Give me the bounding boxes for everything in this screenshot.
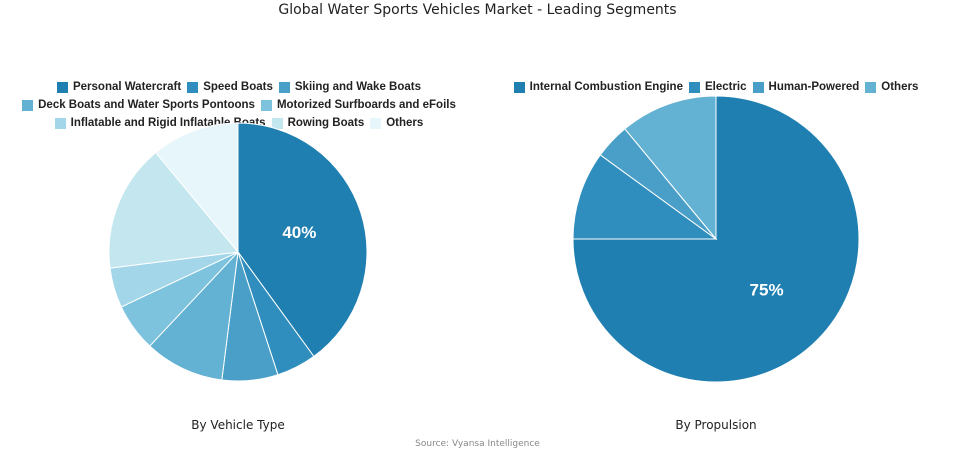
- legend-label: Others: [881, 81, 919, 93]
- subtitle-vehicle-type: By Vehicle Type: [191, 418, 285, 432]
- legend-swatch: [56, 82, 68, 93]
- legend-item: Rowing Boats: [271, 116, 365, 131]
- pie-slice: [155, 122, 239, 254]
- legend-item: Speed Boats: [187, 80, 273, 95]
- legend-label: Skiing and Wake Boats: [294, 81, 421, 93]
- legend-swatch: [271, 118, 283, 129]
- legend-item: Human-Powered: [752, 80, 860, 95]
- legend-swatch: [278, 82, 290, 93]
- legend-label: Deck Boats and Water Sports Pontoons: [38, 99, 255, 111]
- legend-label: Human-Powered: [768, 81, 860, 93]
- legend-swatch: [513, 82, 525, 93]
- subtitle-propulsion: By Propulsion: [675, 418, 757, 432]
- legend-item: Deck Boats and Water Sports Pontoons: [22, 98, 255, 113]
- legend-label: Electric: [704, 81, 747, 93]
- legend-swatch: [370, 118, 382, 129]
- legend-swatch: [865, 82, 877, 93]
- pie-slice: [237, 122, 368, 358]
- pie-vehicle-type: 40%: [108, 122, 368, 382]
- pie-slice: [624, 95, 717, 241]
- legend-label: Speed Boats: [203, 81, 273, 93]
- chart-title: Global Water Sports Vehicles Market - Le…: [278, 2, 677, 18]
- pie-slice: [108, 151, 239, 269]
- pie-slice: [572, 95, 860, 383]
- pie-slice: [148, 250, 239, 381]
- legend-swatch: [260, 100, 272, 111]
- legend-item: Motorized Surfboards and eFoils: [260, 98, 456, 113]
- legend-label: Rowing Boats: [287, 117, 365, 129]
- legend-propulsion: Internal Combustion Engine Electric Human-…: [477, 80, 955, 98]
- legend-row: Deck Boats and Water Sports Pontoons Moto…: [0, 98, 478, 116]
- source-note: Source: Vyansa Intelligence: [415, 439, 540, 449]
- legend-row: Personal Watercraft Speed Boats Skiing and…: [0, 80, 478, 98]
- legend-swatch: [54, 118, 66, 129]
- legend-item: Others: [865, 80, 918, 95]
- legend-label: Motorized Surfboards and eFoils: [276, 99, 456, 111]
- legend-swatch: [752, 82, 764, 93]
- legend-item: Others: [370, 116, 423, 131]
- pie-slice: [572, 154, 718, 240]
- data-label: 75%: [750, 281, 784, 300]
- legend-item: Internal Combustion Engine: [513, 80, 683, 95]
- legend-label: Others: [386, 117, 424, 129]
- data-label: 40%: [282, 223, 316, 242]
- legend-swatch: [688, 82, 700, 93]
- legend-item: Personal Watercraft: [56, 80, 182, 95]
- legend-label: Internal Combustion Engine: [529, 81, 683, 93]
- legend-row: Internal Combustion Engine Electric Human-…: [477, 80, 955, 98]
- legend-swatch: [187, 82, 199, 93]
- legend-item: Skiing and Wake Boats: [278, 80, 421, 95]
- pie-propulsion: 75%: [572, 95, 860, 383]
- legend-swatch: [22, 100, 34, 111]
- legend-item: Electric: [688, 80, 747, 95]
- legend-label: Personal Watercraft: [72, 81, 182, 93]
